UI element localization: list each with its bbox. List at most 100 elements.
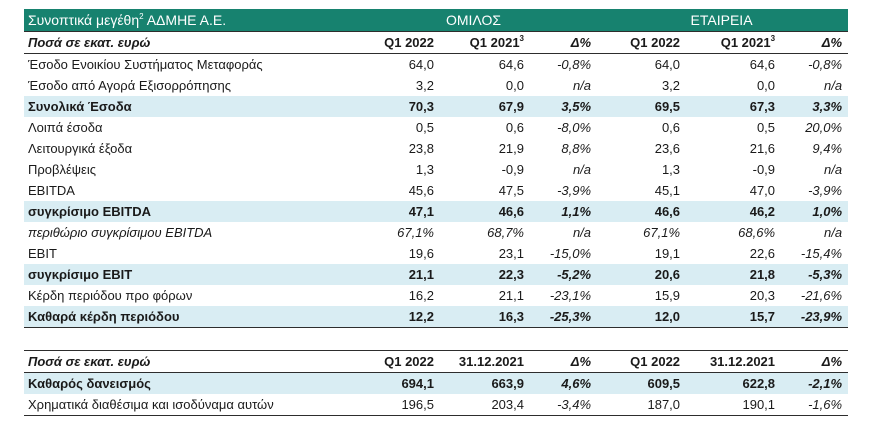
cell-value: 190,1	[686, 394, 782, 416]
header-col: Δ%	[781, 31, 849, 54]
group-label: ΟΜΙΛΟΣ	[352, 9, 598, 32]
cell-value: 203,4	[440, 394, 530, 416]
table-row: EBITDA 45,6 47,5 -3,9% 45,1 47,0 -3,9%	[24, 180, 848, 201]
cell-value: 663,9	[440, 372, 530, 394]
cell-value: 64,6	[498, 57, 524, 72]
cell-value: 622,8	[686, 372, 782, 394]
cell-value: 21,1	[352, 264, 440, 285]
cell-value: 47,1	[352, 201, 440, 222]
row-label: Έσοδο Ενοικίου Συστήματος Μεταφοράς	[28, 57, 263, 72]
header-label: Ποσά σε εκατ. ευρώ	[24, 31, 352, 54]
cell-value: 187,0	[597, 394, 687, 416]
cell-value: 3,2	[415, 78, 434, 93]
cell-value: 9,4%	[812, 141, 843, 156]
cell-value: 0,6	[661, 120, 681, 135]
cell-value: 3,5%	[530, 96, 598, 117]
row-label: συγκρίσιμο EBITDA	[24, 201, 352, 222]
table-row: συγκρίσιμο EBITDA 47,1 46,6 1,1% 46,6 46,2 1,0…	[24, 201, 849, 222]
table2-body: Καθαρός δανεισμός 694,1 663,9 4,6% 609,5 622,…	[24, 372, 849, 416]
cell-value: 0,5	[415, 120, 434, 135]
row-label: Καθαρά κέρδη περιόδου	[24, 306, 352, 328]
table-row: συγκρίσιμο EBIT 21,1 22,3 -5,2% 20,6 21,8 -5,3…	[24, 264, 849, 285]
table1-body: Έσοδο Ενοικίου Συστήματος Μεταφοράς 64,0 6…	[24, 54, 849, 328]
cell-value: -3,9%	[808, 183, 843, 198]
header-col: Δ%	[530, 350, 598, 373]
header-col: Δ%	[781, 350, 849, 373]
header-col: Q1 2022	[352, 31, 440, 54]
cell-value: 12,2	[352, 306, 440, 328]
row-label: Έσοδο από Αγορά Εξισορρόπησης	[28, 78, 232, 93]
cell-value: 0,0	[756, 78, 776, 93]
cell-value: -5,2%	[530, 264, 598, 285]
table-row: Έσοδο από Αγορά Εξισορρόπησης 3,2 0,0 n/a 3,…	[24, 75, 848, 96]
row-label: Καθαρός δανεισμός	[24, 372, 352, 394]
cell-value: 64,6	[749, 57, 776, 72]
cell-value: 0,0	[505, 78, 524, 93]
header-col: Q1 2022	[597, 350, 687, 373]
cell-value: 21,6	[749, 141, 776, 156]
cell-value: 20,6	[597, 264, 687, 285]
cell-value: -3,4%	[530, 394, 598, 416]
header-col: Q1 20213	[440, 31, 530, 54]
cell-value: -21,6%	[800, 288, 843, 303]
row-label: Προβλέψεις	[28, 162, 97, 177]
cell-value: n/a	[572, 78, 592, 93]
cell-value: -2,1%	[781, 372, 849, 394]
cell-value: 45,6	[408, 183, 434, 198]
cell-value: -0,8%	[808, 57, 843, 72]
summary-table: Συνοπτικά μεγέθη2 ΑΔΜΗΕ Α.Ε. ΟΜΙΛΟΣ ΕΤΑΙ…	[24, 9, 849, 416]
cell-value: 3,3%	[781, 96, 849, 117]
cell-value: -0,9	[501, 162, 524, 177]
header-col: 31.12.2021	[440, 350, 530, 373]
row-label: συγκρίσιμο EBIT	[24, 264, 352, 285]
table-row: Λειτουργικά έξοδα 23,8 21,9 8,8% 23,6 21,6 9,4…	[24, 138, 848, 159]
row-label: Λοιπά έσοδα	[28, 120, 103, 135]
cell-value: n/a	[572, 225, 592, 240]
table-row: Κέρδη περιόδου προ φόρων 16,2 21,1 -23,1% 15…	[24, 285, 848, 306]
row-label: Συνολικά Έσοδα	[24, 96, 352, 117]
cell-value: 67,1%	[397, 225, 434, 240]
cell-value: -8,0%	[557, 120, 592, 135]
cell-value: 23,8	[408, 141, 434, 156]
cell-value: 12,0	[597, 306, 687, 328]
header-col: Q1 2022	[352, 350, 440, 373]
cell-value: 21,9	[498, 141, 524, 156]
table-row: Χρηματικά διαθέσιμα και ισοδύναμα αυτών 1…	[24, 394, 849, 416]
cell-value: 22,3	[440, 264, 530, 285]
cell-value: -23,1%	[549, 288, 592, 303]
table-row: Προβλέψεις 1,3 -0,9 n/a 1,3 -0,9 n/a	[24, 159, 848, 180]
cell-value: 16,2	[408, 288, 434, 303]
financial-summary: Συνοπτικά μεγέθη2 ΑΔΜΗΕ Α.Ε. ΟΜΙΛΟΣ ΕΤΑΙ…	[24, 9, 849, 416]
cell-value: -25,3%	[530, 306, 598, 328]
table-title: Συνοπτικά μεγέθη2 ΑΔΜΗΕ Α.Ε.	[24, 9, 352, 32]
cell-value: 19,6	[408, 246, 434, 261]
cell-value: n/a	[823, 225, 843, 240]
cell-value: 68,7%	[487, 225, 524, 240]
cell-value: 67,3	[686, 96, 782, 117]
row-label: περιθώριο συγκρίσιμου EBITDA	[28, 225, 213, 240]
cell-value: -15,0%	[549, 246, 592, 261]
table-row: EBIT 19,6 23,1 -15,0% 19,1 22,6 -15,4%	[24, 243, 848, 264]
table-row: Έσοδο Ενοικίου Συστήματος Μεταφοράς 64,0 6…	[24, 54, 848, 76]
cell-value: 196,5	[352, 394, 440, 416]
company-label: ΕΤΑΙΡΕΙΑ	[597, 9, 849, 32]
cell-value: -3,9%	[557, 183, 592, 198]
cell-value: 15,7	[686, 306, 782, 328]
cell-value: 8,8%	[561, 141, 592, 156]
cell-value: 21,1	[498, 288, 524, 303]
cell-value: 16,3	[440, 306, 530, 328]
cell-value: 67,1%	[643, 225, 681, 240]
header-col: 31.12.2021	[686, 350, 782, 373]
cell-value: 1,1%	[530, 201, 598, 222]
cell-value: -15,4%	[800, 246, 843, 261]
cell-value: 20,0%	[805, 120, 843, 135]
cell-value: 64,0	[654, 57, 681, 72]
cell-value: -23,9%	[781, 306, 849, 328]
row-label: Χρηματικά διαθέσιμα και ισοδύναμα αυτών	[24, 394, 352, 416]
cell-value: 1,3	[415, 162, 434, 177]
cell-value: 0,6	[505, 120, 524, 135]
row-label: EBIT	[28, 246, 57, 261]
cell-value: n/a	[823, 162, 843, 177]
cell-value: 15,9	[654, 288, 681, 303]
cell-value: 22,6	[749, 246, 776, 261]
